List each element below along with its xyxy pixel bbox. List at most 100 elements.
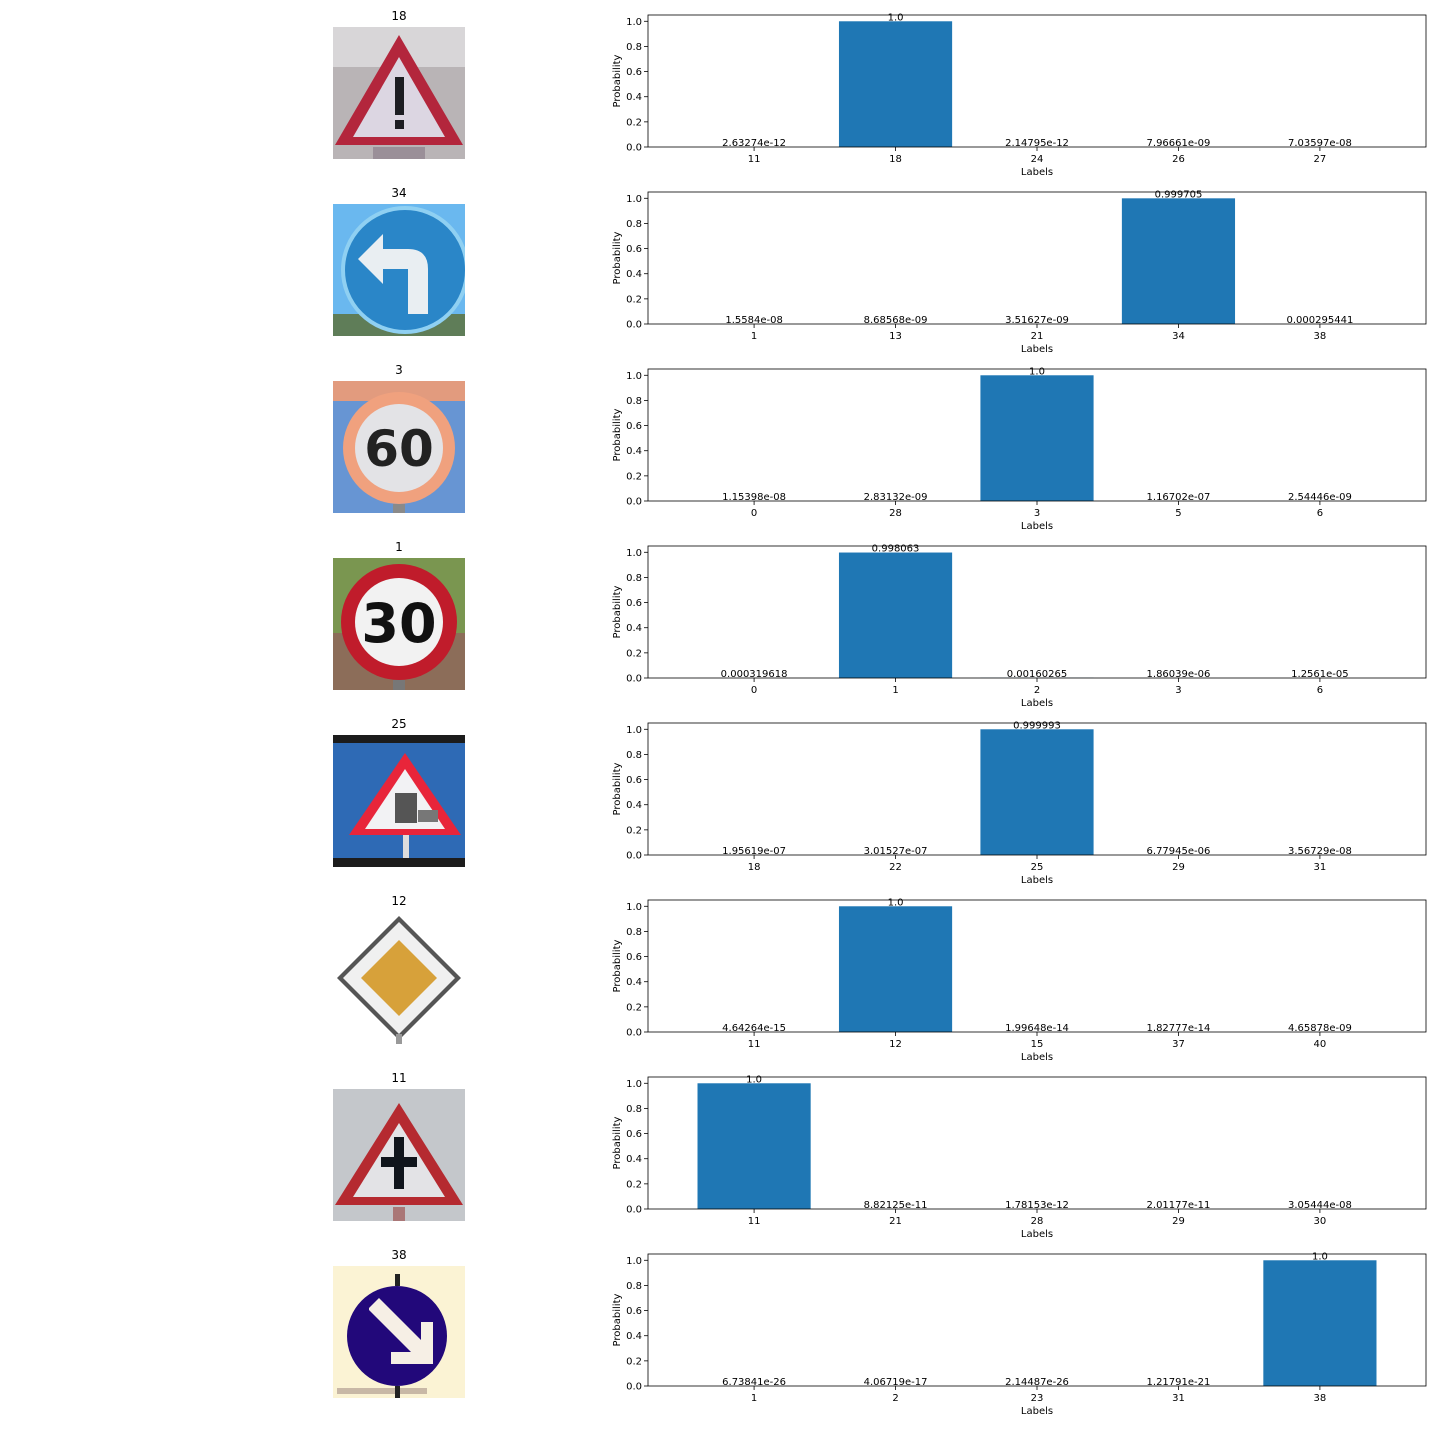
- bar-value-label: 0.00160265: [1007, 669, 1067, 680]
- x-tick-label: 12: [889, 1039, 902, 1050]
- x-axis-label: Labels: [1021, 1052, 1053, 1062]
- y-tick-label: 0.8: [626, 396, 642, 407]
- y-tick-label: 1.0: [626, 371, 642, 382]
- chart-svg: 0.000319618 0.998063 0.00160265 1.86039e-06…: [612, 544, 1427, 709]
- y-tick-label: 1.0: [626, 17, 642, 28]
- y-tick-label: 0.4: [626, 446, 642, 457]
- y-axis-label: Probability: [612, 1293, 623, 1346]
- chart-svg: 6.73841e-26 4.06719e-17 2.14487e-26 1.21791…: [612, 1251, 1427, 1417]
- x-tick-label: 15: [1031, 1039, 1044, 1050]
- y-tick-label: 0.8: [626, 573, 642, 584]
- turn-left-ahead-sign-image: [333, 204, 465, 336]
- bar-value-label: 6.73841e-26: [722, 1377, 786, 1388]
- bar-value-label: 3.51627e-09: [1005, 315, 1069, 326]
- sign-title: 3: [395, 363, 403, 377]
- y-tick-label: 0.0: [626, 497, 642, 508]
- x-tick-label: 34: [1172, 331, 1185, 342]
- prediction-row: 3 60 1.15398e-08 2.83132e-09 1.0 1.16702e-07 2…: [0, 354, 1440, 532]
- x-tick-label: 11: [748, 154, 761, 165]
- y-tick-label: 1.0: [626, 1256, 642, 1267]
- bar-value-label: 3.01527e-07: [864, 846, 928, 857]
- y-tick-label: 0.0: [626, 674, 642, 685]
- prediction-row: 34 1.5584e-08 8.68568e-09 3.51627e-09 0.9997…: [0, 177, 1440, 355]
- x-tick-label: 40: [1314, 1039, 1327, 1050]
- x-tick-label: 18: [748, 862, 761, 873]
- bar-value-label: 1.5584e-08: [725, 315, 782, 326]
- prediction-row: 11 1.0 8.82125e-11 1.78153e-12 2.01177e-11 3.…: [0, 1062, 1440, 1240]
- bar-value-label: 1.15398e-08: [722, 492, 786, 503]
- bar: [1121, 198, 1236, 324]
- y-tick-label: 1.0: [626, 194, 642, 205]
- y-tick-label: 0.0: [626, 320, 642, 331]
- x-tick-label: 37: [1172, 1039, 1185, 1050]
- y-tick-label: 1.0: [626, 725, 642, 736]
- y-tick-label: 0.8: [626, 927, 642, 938]
- speed-limit-30-sign: 30: [333, 558, 465, 690]
- y-axis-label: Probability: [612, 1116, 623, 1169]
- y-tick-label: 0.6: [626, 775, 642, 786]
- x-tick-label: 11: [748, 1216, 761, 1227]
- bar-value-label: 7.03597e-08: [1288, 138, 1352, 149]
- y-tick-label: 1.0: [626, 1079, 642, 1090]
- bar-value-label: 1.0: [746, 1074, 762, 1085]
- y-tick-label: 0.6: [626, 244, 642, 255]
- keep-right-sign: [333, 1266, 465, 1398]
- prediction-row: 18 2.63274e-12 1.0 2.14795e-12 7.96661e-09 7.…: [0, 0, 1440, 178]
- x-axis-label: Labels: [1021, 1229, 1053, 1239]
- probability-bar-chart: 1.95619e-07 3.01527e-07 0.999993 6.77945e-0…: [600, 720, 1440, 886]
- general-caution-sign-image: [333, 27, 465, 159]
- speed-limit-60-sign: 60: [333, 381, 465, 513]
- y-tick-label: 0.8: [626, 750, 642, 761]
- sign-title: 38: [391, 1248, 407, 1262]
- bar-value-label: 2.54446e-09: [1288, 492, 1352, 503]
- probability-bar-chart: 1.0 8.82125e-11 1.78153e-12 2.01177e-11 3.05…: [600, 1074, 1440, 1240]
- probability-bar-chart: 2.63274e-12 1.0 2.14795e-12 7.96661e-09 7.03…: [600, 12, 1440, 178]
- road-work-sign: [333, 735, 465, 867]
- y-tick-label: 0.4: [626, 1154, 642, 1165]
- priority-road-sign: [333, 912, 465, 1044]
- chart-svg: 1.5584e-08 8.68568e-09 3.51627e-09 0.999705…: [612, 189, 1427, 355]
- x-tick-label: 27: [1314, 154, 1327, 165]
- bar-value-label: 2.83132e-09: [864, 492, 928, 503]
- y-tick-label: 0.0: [626, 851, 642, 862]
- y-tick-label: 0.8: [626, 1281, 642, 1292]
- x-tick-label: 24: [1031, 154, 1044, 165]
- x-tick-label: 1: [751, 331, 757, 342]
- y-tick-label: 0.2: [626, 294, 642, 305]
- y-tick-label: 0.2: [626, 1179, 642, 1190]
- speed-limit-60-sign-image: 60: [333, 381, 465, 513]
- bar-value-label: 1.0: [888, 897, 904, 908]
- x-tick-label: 30: [1314, 1216, 1327, 1227]
- speed-limit-30-sign-image: 30: [333, 558, 465, 690]
- sign-title: 1: [395, 540, 403, 554]
- x-tick-label: 2: [892, 1393, 898, 1404]
- chart-svg: 1.0 8.82125e-11 1.78153e-12 2.01177e-11 3.05…: [612, 1074, 1427, 1240]
- bar: [980, 375, 1094, 501]
- sign-title: 11: [391, 1071, 407, 1085]
- x-tick-label: 29: [1172, 1216, 1185, 1227]
- y-tick-label: 1.0: [626, 548, 642, 559]
- x-tick-label: 38: [1314, 331, 1327, 342]
- bar-value-label: 1.95619e-07: [722, 846, 786, 857]
- y-tick-label: 0.8: [626, 42, 642, 53]
- y-tick-label: 0.0: [626, 1028, 642, 1039]
- general-caution-sign: [333, 27, 465, 159]
- x-tick-label: 6: [1317, 685, 1323, 696]
- y-tick-label: 0.6: [626, 598, 642, 609]
- x-axis-label: Labels: [1021, 875, 1053, 885]
- x-tick-label: 2: [1034, 685, 1040, 696]
- prediction-row: 25 1.95619e-07 3.01527e-07 0.999993 6.77945e…: [0, 708, 1440, 886]
- x-axis-label: Labels: [1021, 521, 1053, 531]
- y-axis-label: Probability: [612, 585, 623, 638]
- svg-text:30: 30: [361, 592, 436, 655]
- bar-value-label: 1.21791e-21: [1147, 1377, 1211, 1388]
- probability-bar-chart: 4.64264e-15 1.0 1.99648e-14 1.82777e-14 4.65…: [600, 897, 1440, 1063]
- y-axis-label: Probability: [612, 762, 623, 815]
- bar-value-label: 1.82777e-14: [1147, 1023, 1211, 1034]
- y-tick-label: 0.4: [626, 92, 642, 103]
- x-tick-label: 3: [1175, 685, 1181, 696]
- bar: [697, 1083, 811, 1209]
- bar: [1263, 1260, 1377, 1386]
- x-tick-label: 3: [1034, 508, 1040, 519]
